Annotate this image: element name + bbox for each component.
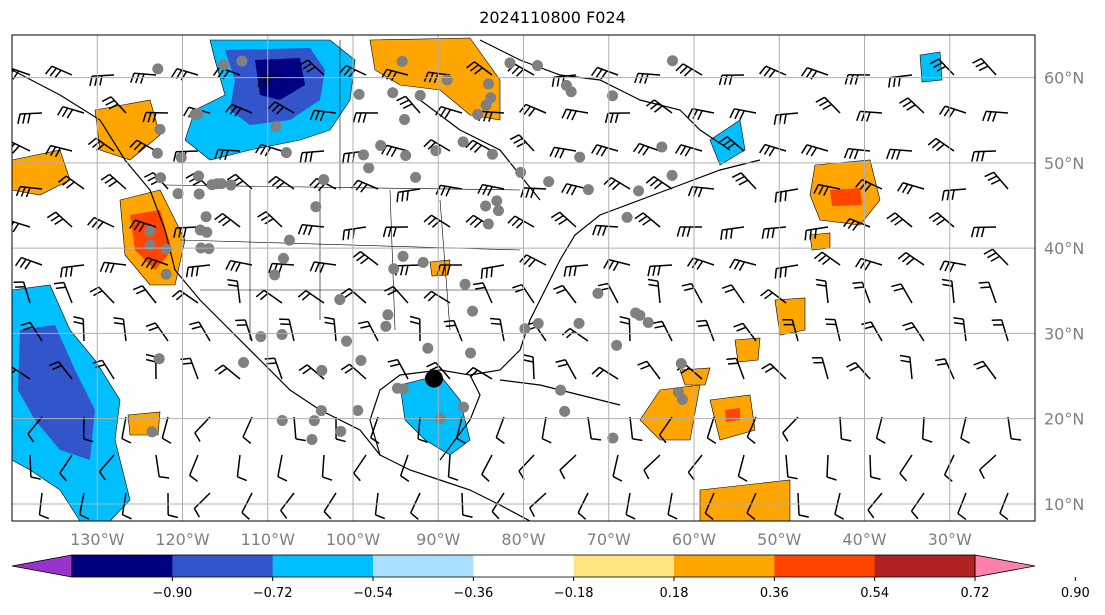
- lon-label: 70°W: [587, 530, 631, 549]
- colorbar-label: −0.36: [453, 586, 493, 601]
- colorbar-label: 0.72: [961, 586, 990, 601]
- map-frame: [11, 34, 1036, 522]
- lon-label: 90°W: [416, 530, 460, 549]
- lon-label: 50°W: [757, 530, 801, 549]
- colorbar-label: −0.90: [152, 586, 192, 601]
- lon-label: 100°W: [326, 530, 381, 549]
- coastlines: [12, 39, 761, 521]
- colorbar-label: −0.18: [554, 586, 594, 601]
- longitude-labels: 130°W 120°W 110°W 100°W 90°W 80°W 70°W 60°W 50°W…: [70, 530, 972, 549]
- colorbar-label: −0.54: [353, 586, 393, 601]
- colorbar-label: 0.90: [1061, 586, 1090, 601]
- colorbar: −0.90 −0.72 −0.54 −0.36 −0.18 0.18 0.36 0.54 0.7…: [11, 554, 1090, 601]
- lat-label: 20°N: [1044, 410, 1084, 429]
- lon-label: 120°W: [155, 530, 210, 549]
- lon-label: 80°W: [501, 530, 545, 549]
- lon-label: 60°W: [672, 530, 716, 549]
- colorbar-label: 0.18: [660, 586, 689, 601]
- lat-label: 30°N: [1044, 324, 1084, 343]
- lat-label: 50°N: [1044, 154, 1084, 173]
- grid-lines: [12, 35, 1035, 521]
- colorbar-label: 0.36: [760, 586, 789, 601]
- map-title: 2024110800 F024: [479, 8, 626, 27]
- lat-label: 40°N: [1044, 239, 1084, 258]
- colorbar-label: −0.72: [253, 586, 293, 601]
- lat-label: 10°N: [1044, 495, 1084, 514]
- lon-label: 40°W: [842, 530, 886, 549]
- colorbar-label: 0.54: [860, 586, 889, 601]
- lat-label: 60°N: [1044, 69, 1084, 88]
- lon-label: 130°W: [70, 530, 125, 549]
- wind-barbs: [12, 57, 1022, 521]
- lon-label: 110°W: [241, 530, 296, 549]
- lon-label: 30°W: [928, 530, 972, 549]
- latitude-labels: 10°N 20°N 30°N 40°N 50°N 60°N: [1044, 69, 1084, 514]
- storm-center-marker: [424, 369, 443, 388]
